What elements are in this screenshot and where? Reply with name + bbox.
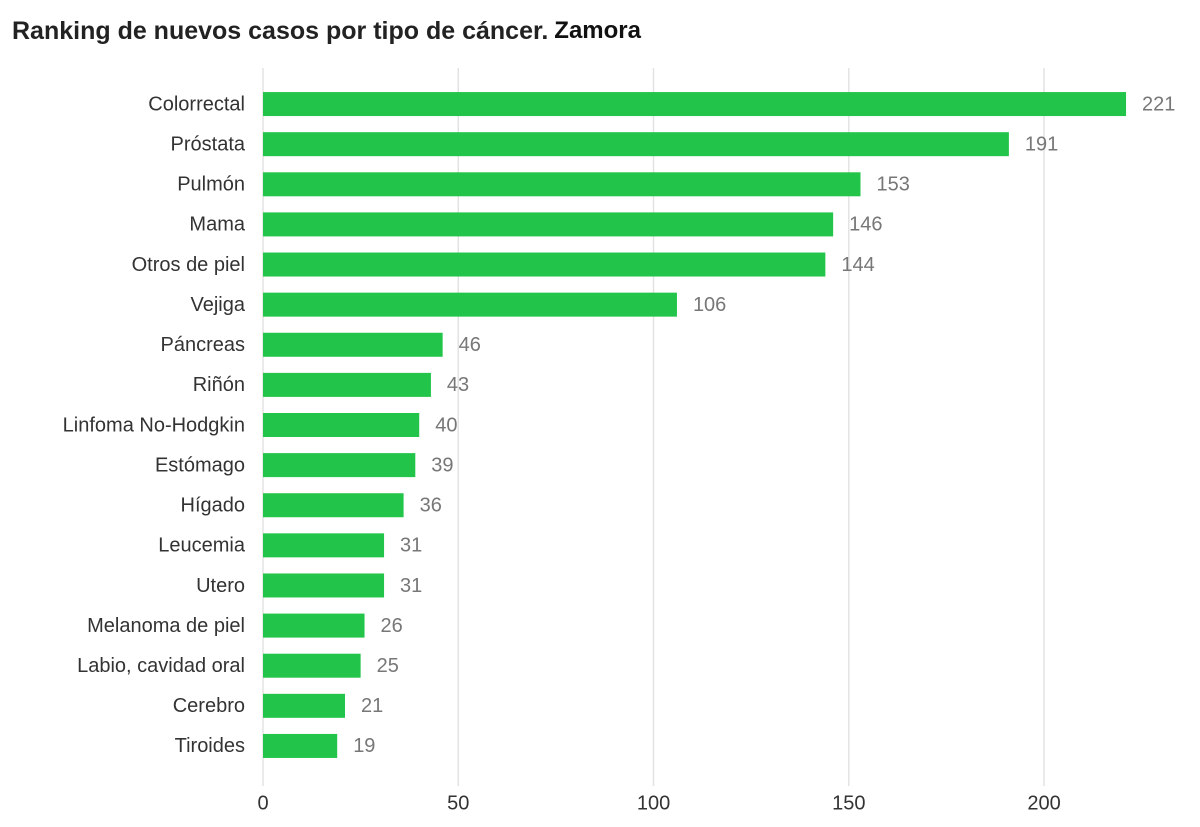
x-tick-label: 200 bbox=[1027, 792, 1060, 814]
y-tick-label: Otros de piel bbox=[132, 254, 245, 276]
value-label: 153 bbox=[876, 174, 909, 196]
bar bbox=[263, 613, 365, 638]
bar bbox=[263, 92, 1127, 117]
bar bbox=[263, 453, 416, 478]
y-tick-label: Linfoma No-Hodgkin bbox=[63, 414, 245, 436]
value-label: 146 bbox=[849, 214, 882, 236]
y-tick-label: Páncreas bbox=[161, 334, 246, 356]
bar bbox=[263, 733, 338, 758]
x-tick-label: 150 bbox=[832, 792, 865, 814]
bar bbox=[263, 653, 361, 678]
bar bbox=[263, 372, 431, 397]
value-label: 25 bbox=[377, 655, 399, 677]
bar bbox=[263, 493, 404, 518]
y-tick-label: Pulmón bbox=[177, 174, 245, 196]
y-tick-label: Utero bbox=[196, 575, 245, 597]
y-tick-label: Próstata bbox=[171, 133, 246, 155]
value-label: 26 bbox=[381, 615, 403, 637]
bar bbox=[263, 292, 677, 317]
y-tick-label: Hígado bbox=[181, 495, 246, 517]
bar bbox=[263, 332, 443, 357]
value-label: 221 bbox=[1142, 93, 1175, 115]
value-label: 31 bbox=[400, 575, 422, 597]
y-tick-label: Leucemia bbox=[158, 535, 246, 557]
y-tick-label: Cerebro bbox=[173, 695, 245, 717]
value-label: 36 bbox=[420, 495, 442, 517]
y-tick-label: Riñón bbox=[193, 374, 245, 396]
title: Ranking de nuevos casos por tipo de cánc… bbox=[12, 17, 548, 45]
bar bbox=[263, 533, 385, 558]
bar bbox=[263, 573, 385, 598]
bar bbox=[263, 693, 346, 718]
bar bbox=[263, 172, 861, 197]
x-tick-label: 0 bbox=[257, 792, 268, 814]
chart-title: Ranking de nuevos casos por tipo de cánc… bbox=[12, 17, 642, 45]
bar bbox=[263, 413, 420, 437]
value-label: 40 bbox=[435, 414, 457, 436]
value-label: 31 bbox=[400, 535, 422, 557]
y-tick-label: Melanoma de piel bbox=[87, 615, 245, 637]
value-label: 191 bbox=[1025, 133, 1058, 155]
value-label: 39 bbox=[431, 454, 453, 476]
value-label: 43 bbox=[447, 374, 469, 396]
y-tick-label: Labio, cavidad oral bbox=[77, 655, 245, 677]
bar bbox=[263, 252, 826, 277]
y-tick-label: Mama bbox=[189, 214, 245, 236]
value-label: 46 bbox=[459, 334, 481, 356]
value-label: 21 bbox=[361, 695, 383, 717]
value-label: 106 bbox=[693, 294, 726, 316]
value-label: 144 bbox=[841, 254, 874, 276]
bar bbox=[263, 132, 1009, 157]
y-tick-label: Estómago bbox=[155, 454, 245, 476]
y-tick-label: Tiroides bbox=[175, 735, 245, 757]
y-tick-label: Colorrectal bbox=[148, 93, 245, 115]
subtitle: Zamora bbox=[554, 17, 641, 44]
x-tick-label: 100 bbox=[637, 792, 670, 814]
x-tick-label: 50 bbox=[447, 792, 469, 814]
value-label: 19 bbox=[353, 735, 375, 757]
bar bbox=[263, 212, 834, 237]
y-tick-label: Vejiga bbox=[191, 294, 246, 316]
